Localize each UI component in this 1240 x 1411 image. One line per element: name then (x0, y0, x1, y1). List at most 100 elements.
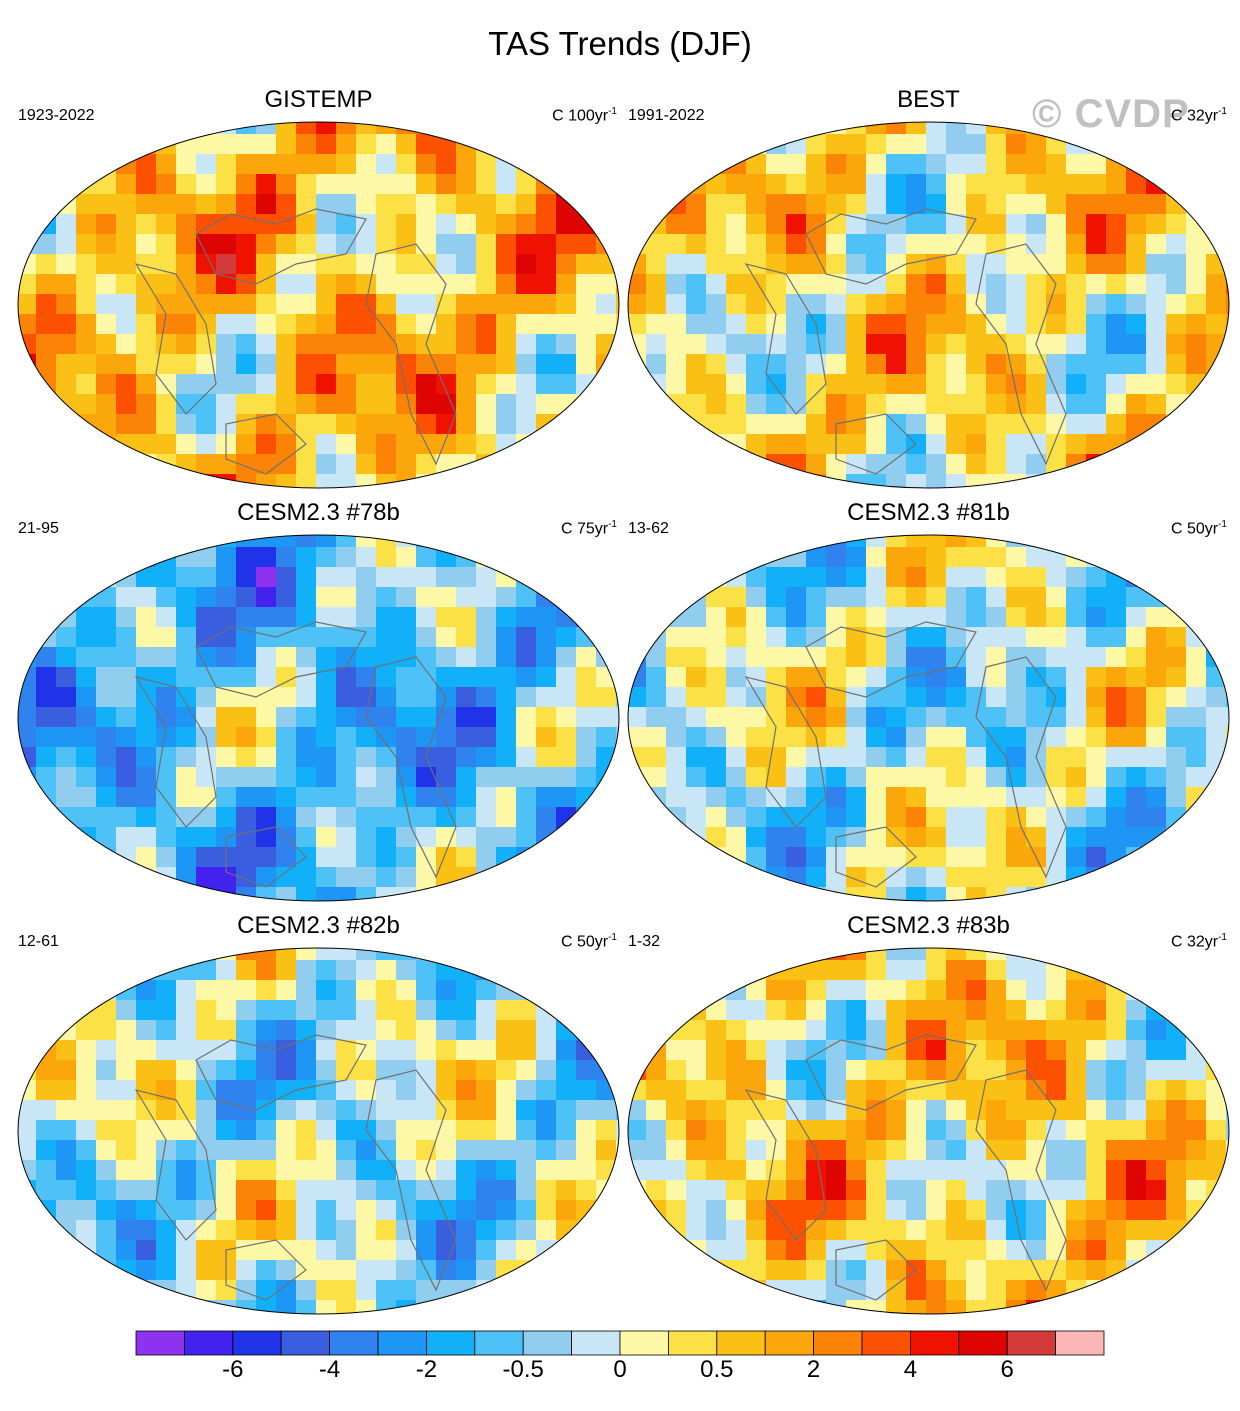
panel-title: CESM2.3 #78b (237, 499, 400, 526)
map-panel: CESM2.3 #78b 21-95 C 75yr-1 (16, 499, 621, 915)
coastline (744, 263, 827, 415)
panel-units-text: C 50yr (560, 933, 609, 951)
panel-units: C 32yr-1 (1171, 928, 1227, 952)
panel-units-exponent: -1 (1218, 932, 1227, 943)
colorbar-box (668, 1330, 718, 1356)
colorbar-box (813, 1330, 863, 1356)
watermark: © CVDP (1032, 92, 1190, 136)
world-map (627, 947, 1230, 1315)
world-map (17, 534, 620, 902)
map-panel: BEST 1991-2022 C 32yr-1 (626, 86, 1231, 502)
panel-title: CESM2.3 #82b (237, 912, 400, 939)
coastline (744, 1089, 827, 1241)
colorbar-tick-label: 2 (806, 1356, 821, 1383)
coastline (134, 263, 217, 415)
colorbar-box (280, 1330, 331, 1356)
coastline (975, 243, 1067, 466)
coastline (975, 656, 1067, 879)
panel-units: C 50yr-1 (1171, 515, 1227, 539)
panel-units-exponent: -1 (608, 519, 617, 530)
panel-units-text: C 50yr (1170, 520, 1219, 538)
coastline (835, 826, 917, 888)
map-border (627, 534, 1230, 902)
colorbar-box (1055, 1330, 1105, 1356)
colorbar-box (958, 1330, 1008, 1356)
colorbar-box (135, 1330, 185, 1356)
panel-units-text: C 100yr (552, 107, 609, 125)
colorbar-box (764, 1330, 815, 1356)
colorbar-box (377, 1330, 427, 1356)
map-border (627, 947, 1230, 1315)
panel-units-exponent: -1 (1218, 519, 1227, 530)
coastline (134, 676, 217, 828)
coastline (805, 621, 977, 698)
map-panel: CESM2.3 #83b 1-32 C 32yr-1 (626, 912, 1231, 1328)
coastline (134, 1089, 217, 1241)
colorbar-tick-label: -2 (415, 1356, 438, 1383)
map-panel: CESM2.3 #82b 12-61 C 50yr-1 (16, 912, 621, 1328)
coastline (195, 208, 367, 285)
panel-units-text: C 32yr (1170, 933, 1219, 951)
map-border (17, 534, 620, 902)
colorbar-tick-label: -0.5 (502, 1356, 544, 1383)
coastline (195, 1034, 367, 1111)
panel-period: 1991-2022 (628, 107, 705, 124)
map-border (17, 121, 620, 489)
panel-title: BEST (897, 86, 960, 113)
coastline (365, 243, 457, 466)
colorbar-box (1006, 1330, 1057, 1356)
colorbar-box (716, 1330, 766, 1356)
panel-units: C 100yr-1 (552, 102, 617, 126)
coastline (744, 676, 827, 828)
map-border (627, 121, 1230, 489)
coastline (225, 826, 307, 888)
panel-units-text: C 75yr (560, 520, 609, 538)
panel-units: C 32yr-1 (1171, 102, 1227, 126)
panel-title: CESM2.3 #83b (847, 912, 1010, 939)
colorbar-tick-label: 4 (903, 1356, 918, 1383)
coastline (975, 1069, 1067, 1292)
colorbar-box (232, 1330, 282, 1356)
panel-period: 1-32 (628, 933, 661, 950)
page-title: TAS Trends (DJF) (488, 25, 752, 62)
panel-period: 1923-2022 (18, 107, 95, 124)
coastline (225, 413, 307, 475)
colorbar-box (861, 1330, 911, 1356)
colorbar-box (425, 1330, 476, 1356)
panel-units-exponent: -1 (608, 932, 617, 943)
coastline (805, 1034, 977, 1111)
panel-units-exponent: -1 (1218, 106, 1227, 117)
colorbar-box (619, 1330, 669, 1356)
colorbar-box (474, 1330, 524, 1356)
panel-period: 13-62 (628, 520, 669, 537)
coastline (365, 1069, 457, 1292)
colorbar-box (183, 1330, 234, 1356)
panel-units-exponent: -1 (608, 106, 617, 117)
world-map (17, 947, 620, 1315)
coastline (835, 1239, 917, 1301)
map-border (17, 947, 620, 1315)
colorbar-box (910, 1330, 960, 1356)
map-panel: CESM2.3 #81b 13-62 C 50yr-1 (626, 499, 1231, 915)
panel-period: 12-61 (18, 933, 59, 950)
colorbar-box (329, 1330, 379, 1356)
panel-title: GISTEMP (264, 86, 373, 113)
colorbar-tick-label: -4 (318, 1356, 341, 1383)
colorbar-tick-label: 0.5 (700, 1356, 734, 1383)
world-map (627, 121, 1230, 489)
panel-units: C 50yr-1 (561, 928, 617, 952)
coastline (835, 413, 917, 475)
colorbar-tick-label: 0 (613, 1356, 627, 1383)
panel-title: CESM2.3 #81b (847, 499, 1010, 526)
panel-units-text: C 32yr (1170, 107, 1219, 125)
coastline (225, 1239, 307, 1301)
colorbar-tick-label: -6 (222, 1356, 244, 1383)
world-map (17, 121, 620, 489)
colorbar-tick-label: 6 (1000, 1356, 1014, 1383)
panel-units: C 75yr-1 (561, 515, 617, 539)
coastline (195, 621, 367, 698)
panel-period: 21-95 (18, 520, 59, 537)
coastline (805, 208, 977, 285)
colorbar-box (571, 1330, 621, 1356)
world-map (627, 534, 1230, 902)
